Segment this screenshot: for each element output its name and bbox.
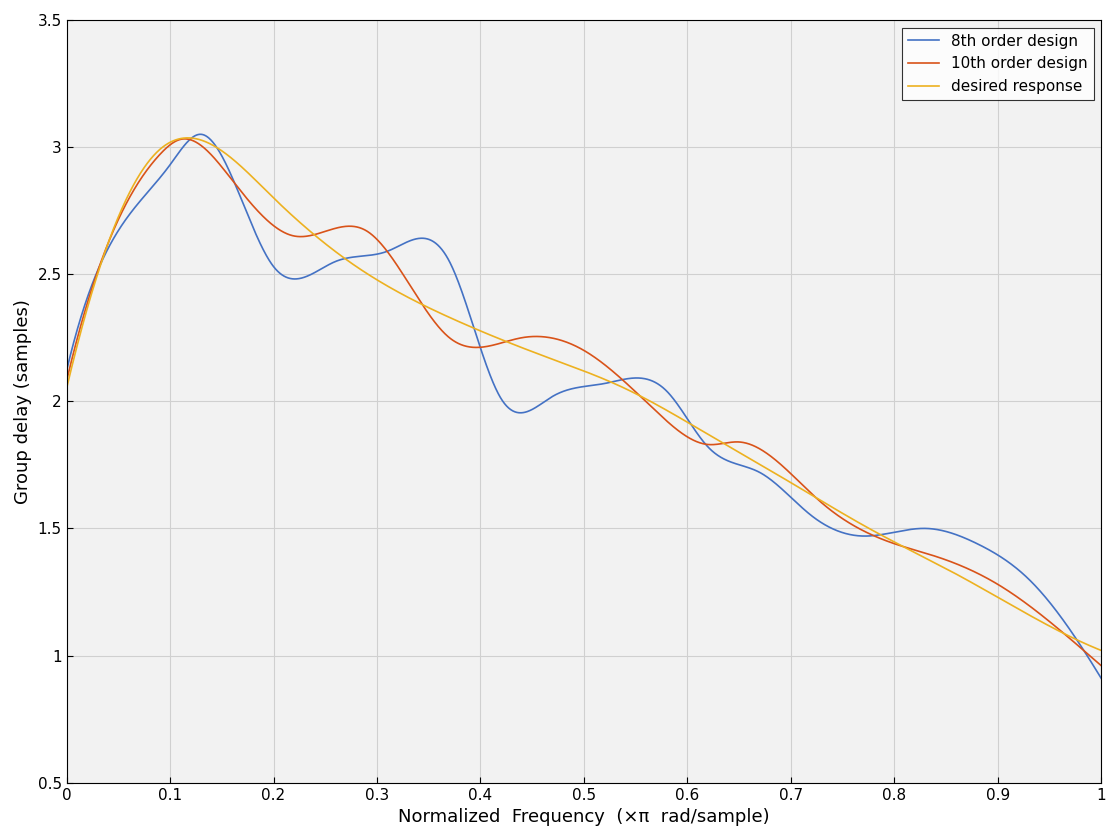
- Line: desired response: desired response: [66, 138, 1101, 650]
- desired response: [181, 133, 195, 143]
- 8th order design: [875, 529, 888, 539]
- Line: 10th order design: 10th order design: [66, 139, 1101, 666]
- desired response: [59, 384, 73, 394]
- 10th order design: [536, 332, 550, 342]
- desired response: [875, 530, 888, 540]
- 8th order design: [1094, 674, 1108, 684]
- 8th order design: [1064, 627, 1077, 637]
- desired response: [536, 350, 550, 360]
- desired response: [1065, 633, 1079, 643]
- Y-axis label: Group delay (samples): Group delay (samples): [13, 299, 31, 504]
- Legend: 8th order design, 10th order design, desired response: 8th order design, 10th order design, des…: [902, 28, 1093, 100]
- 8th order design: [113, 224, 127, 234]
- 10th order design: [59, 376, 73, 386]
- X-axis label: Normalized  Frequency  (×π  rad/sample): Normalized Frequency (×π rad/sample): [398, 808, 769, 826]
- desired response: [113, 209, 127, 219]
- 10th order design: [178, 134, 192, 144]
- Line: 8th order design: 8th order design: [66, 134, 1101, 679]
- 8th order design: [194, 129, 207, 139]
- 10th order design: [113, 213, 127, 223]
- 10th order design: [1065, 635, 1079, 645]
- 10th order design: [1064, 635, 1077, 645]
- desired response: [563, 360, 577, 370]
- 10th order design: [1094, 661, 1108, 671]
- desired response: [1064, 632, 1077, 642]
- 8th order design: [1065, 627, 1079, 638]
- desired response: [1094, 645, 1108, 655]
- 10th order design: [563, 339, 577, 349]
- 8th order design: [59, 365, 73, 375]
- 10th order design: [875, 534, 888, 544]
- 8th order design: [563, 384, 577, 394]
- 8th order design: [536, 398, 550, 408]
